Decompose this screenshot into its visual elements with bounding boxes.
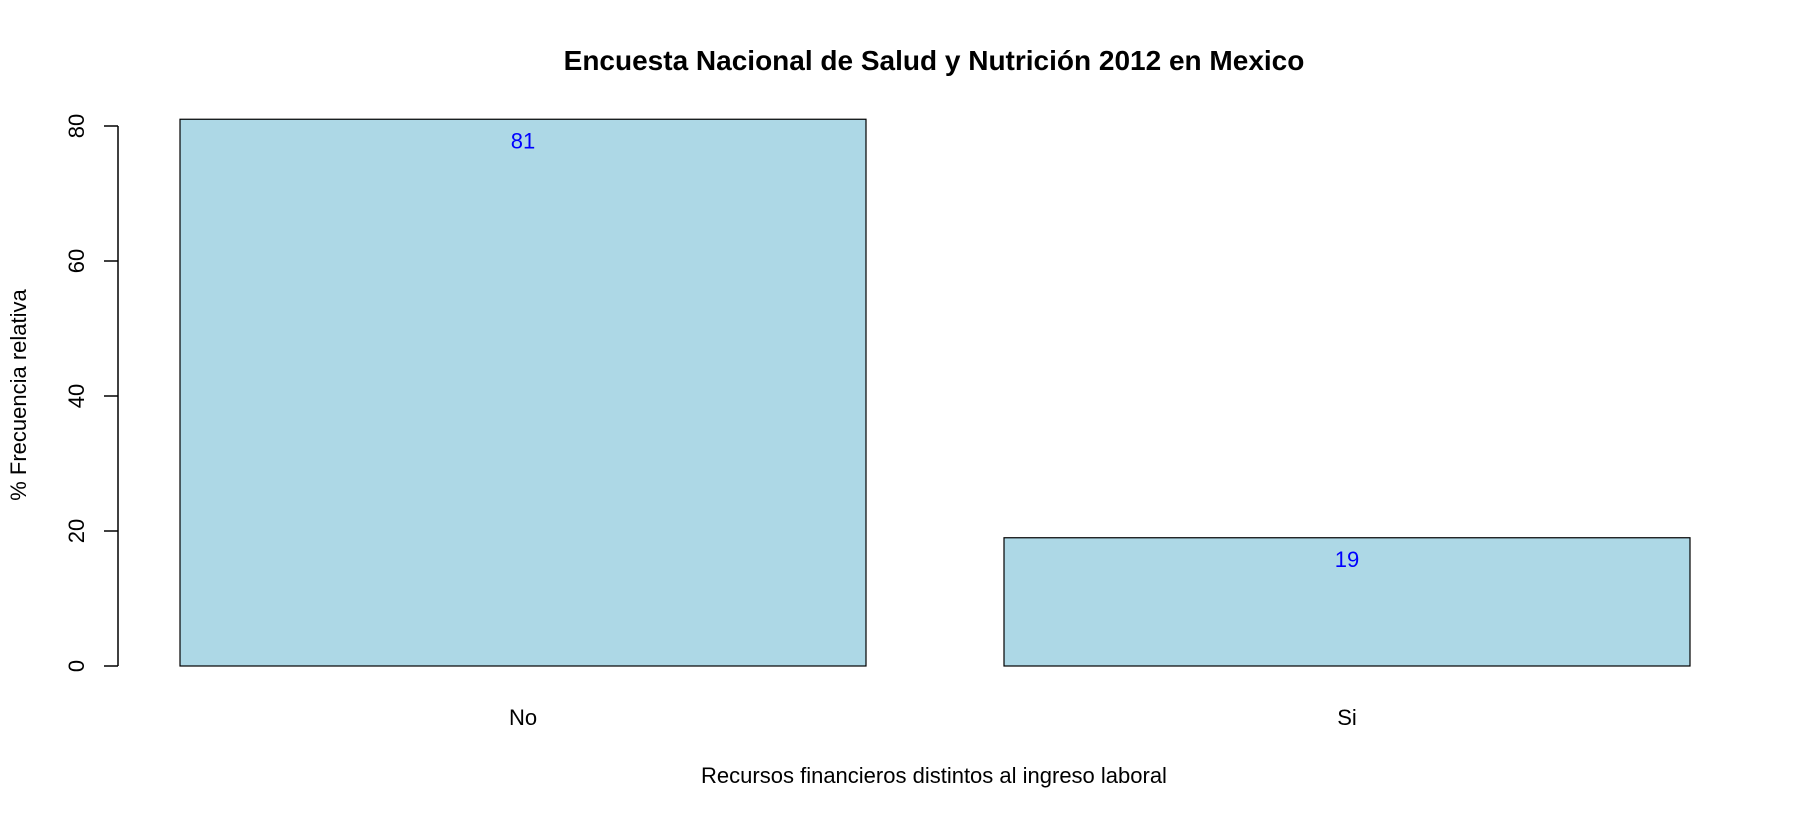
x-axis-label: Recursos financieros distintos al ingres… (701, 763, 1167, 788)
bars (179, 118, 1691, 667)
x-tick-label-si: Si (1337, 705, 1357, 730)
y-tick-label: 20 (64, 519, 89, 543)
data-label-si: 19 (1335, 547, 1359, 572)
bar-no (179, 118, 867, 667)
x-tick-label-no: No (509, 705, 537, 730)
y-tick-label: 80 (64, 114, 89, 138)
y-axis-label: % Frecuencia relativa (6, 288, 31, 500)
y-tick-label: 0 (64, 660, 89, 672)
x-tick-labels: No Si (509, 705, 1357, 730)
data-labels: 81 19 (511, 128, 1359, 572)
y-tick-label: 40 (64, 384, 89, 408)
data-label-no: 81 (511, 128, 535, 153)
y-axis: 0 20 40 60 80 (64, 114, 119, 672)
bar-si (1003, 537, 1691, 667)
y-tick-label: 60 (64, 249, 89, 273)
chart-title: Encuesta Nacional de Salud y Nutrición 2… (564, 45, 1305, 76)
